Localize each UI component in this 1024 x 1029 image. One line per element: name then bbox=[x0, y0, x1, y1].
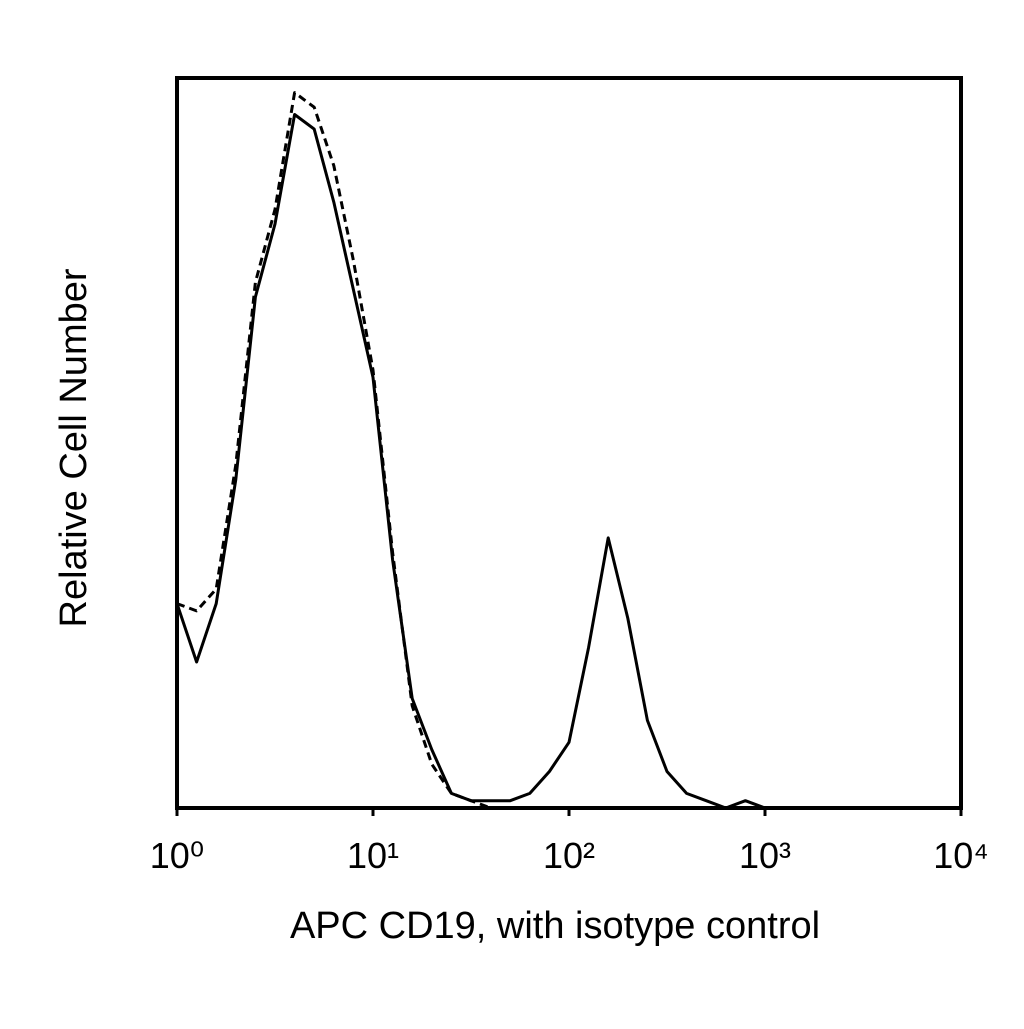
x-tick-label: 10¹ bbox=[347, 835, 399, 876]
x-tick-label: 10⁴ bbox=[933, 835, 989, 876]
plot-frame bbox=[175, 76, 963, 810]
y-axis-label: Relative Cell Number bbox=[53, 268, 95, 627]
histogram-line bbox=[176, 91, 961, 810]
x-tick-label: 10³ bbox=[739, 835, 791, 876]
x-tick-label: 10² bbox=[543, 835, 595, 876]
x-axis-label: APC CD19, with isotype control bbox=[290, 905, 820, 947]
x-tick-label: 10⁰ bbox=[150, 835, 204, 876]
histogram-line bbox=[175, 113, 961, 810]
